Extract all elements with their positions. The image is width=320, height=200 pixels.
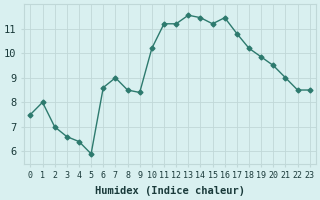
X-axis label: Humidex (Indice chaleur): Humidex (Indice chaleur) <box>95 186 245 196</box>
